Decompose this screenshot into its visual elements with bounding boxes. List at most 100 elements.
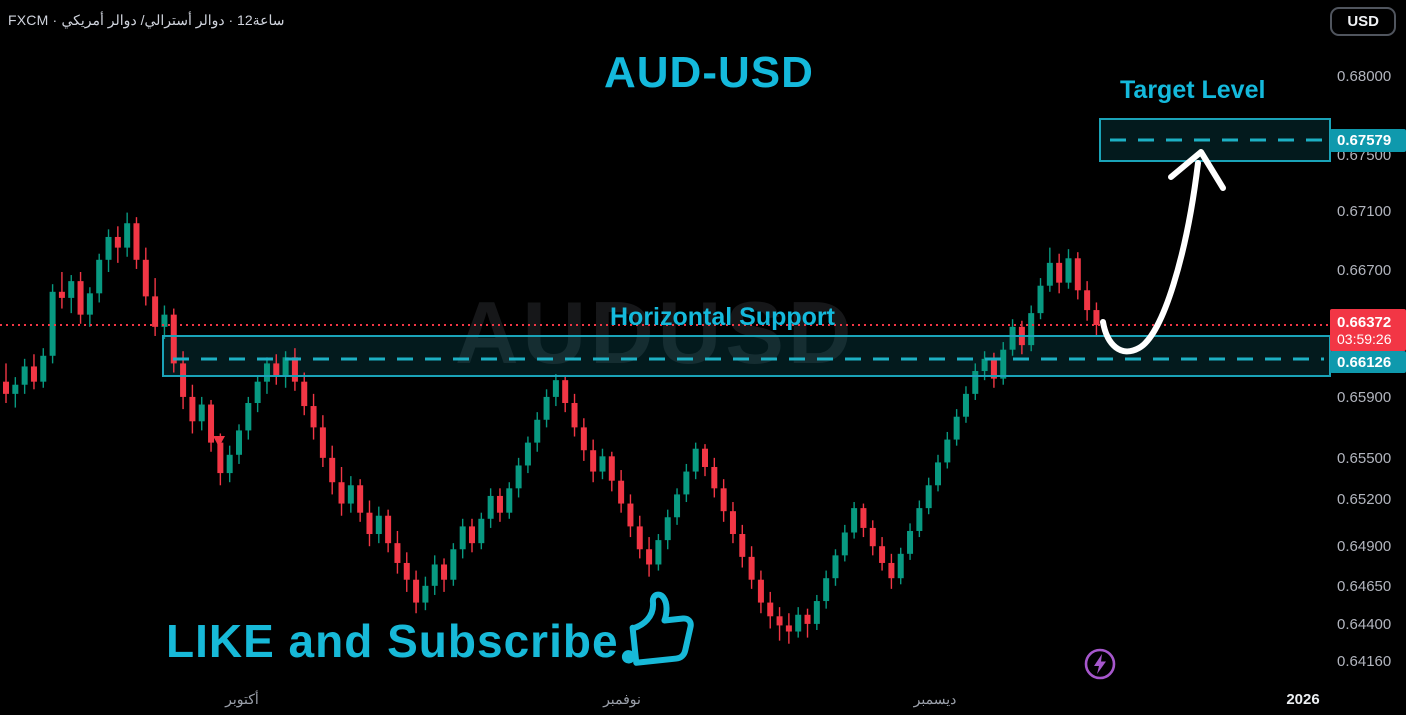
last-price-badge: 0.66372 03:59:26: [1330, 309, 1406, 351]
boost-lightning-icon[interactable]: [1082, 646, 1118, 682]
candle: [869, 527, 876, 547]
candle: [459, 526, 466, 550]
thumb-knuckle-dot: [621, 650, 636, 664]
price-axis[interactable]: 0.68000 0.67500 0.67100 0.66700 0.65900 0.655…: [1330, 0, 1406, 688]
candle: [189, 396, 196, 422]
lightning-glyph: [1094, 654, 1106, 674]
candle: [338, 482, 345, 504]
candle: [1065, 258, 1072, 283]
candle: [198, 404, 205, 422]
candle: [590, 450, 597, 472]
candle: [1093, 310, 1100, 326]
candle: [925, 485, 932, 509]
level-price-badge: 0.67579: [1330, 129, 1406, 152]
candle: [953, 416, 960, 440]
candle: [68, 281, 75, 298]
price-tick: 0.64160: [1337, 653, 1392, 670]
candle: [487, 495, 494, 519]
candle: [49, 291, 56, 356]
candle: [990, 358, 997, 379]
target-level-label: Target Level: [1120, 76, 1266, 104]
candle: [888, 562, 895, 579]
candle: [795, 614, 802, 632]
candle: [757, 579, 764, 603]
candle: [981, 358, 988, 372]
candle: [1056, 262, 1063, 283]
time-label[interactable]: 2026: [1286, 691, 1320, 708]
candle: [208, 404, 215, 443]
candle: [515, 465, 522, 489]
candle: [40, 355, 47, 382]
price-tick: 0.68000: [1337, 68, 1392, 85]
candle: [571, 403, 578, 428]
candle: [375, 515, 382, 535]
candle: [301, 381, 308, 407]
candle: [142, 259, 149, 297]
price-tick: 0.64650: [1337, 578, 1392, 595]
candle: [441, 564, 448, 580]
thumbs-up-icon: [621, 591, 694, 666]
candle: [170, 314, 177, 364]
candle: [254, 381, 261, 404]
time-label[interactable]: أكتوبر: [225, 691, 259, 707]
candle: [366, 512, 373, 535]
time-axis[interactable]: أكتوبر نوفمبر ديسمبر 2026: [0, 688, 1406, 715]
candle: [636, 526, 643, 550]
candle: [627, 503, 634, 527]
candle: [1084, 290, 1091, 311]
candle: [739, 534, 746, 557]
candle: [478, 518, 485, 544]
candle: [450, 549, 457, 580]
candle: [431, 564, 438, 586]
candle: [226, 454, 233, 474]
candle: [1000, 349, 1007, 379]
candle: [291, 357, 298, 382]
candle: [30, 366, 37, 382]
time-label[interactable]: ديسمبر: [913, 691, 957, 707]
candle: [3, 381, 9, 394]
candle: [534, 419, 541, 443]
price-tick: 0.66700: [1337, 262, 1392, 279]
candle: [851, 508, 858, 533]
projection-arrowhead: [1168, 149, 1226, 191]
candle: [552, 380, 559, 397]
candle: [263, 363, 270, 382]
candle: [506, 488, 513, 513]
candle: [935, 462, 941, 486]
time-label[interactable]: نوفمبر: [603, 691, 641, 707]
target-zone-fill: [1100, 119, 1330, 161]
candle: [385, 515, 392, 544]
candle: [879, 546, 886, 563]
candle: [114, 236, 121, 248]
candle: [664, 517, 671, 541]
candle: [608, 456, 615, 481]
candle: [403, 562, 410, 580]
candle: [646, 549, 653, 565]
candle: [599, 456, 606, 472]
candle: [524, 442, 531, 466]
candle: [413, 579, 420, 603]
candle: [1037, 285, 1044, 314]
candle: [944, 439, 951, 463]
level-price-badge: 0.66126: [1330, 351, 1406, 373]
symbol-header[interactable]: FXCM · يكيرمأ رلاود /يلارتسأ رلاود · 12ة…: [8, 12, 285, 28]
candle: [562, 380, 569, 404]
like-subscribe-text: LIKE and Subscribe: [166, 615, 619, 667]
candle: [729, 511, 736, 535]
projection-arrow: [1100, 160, 1201, 355]
candle: [21, 366, 28, 385]
candle: [245, 403, 252, 431]
price-tick: 0.65200: [1337, 491, 1392, 508]
down-marker-icon: [213, 436, 225, 447]
candle: [897, 553, 904, 579]
candle: [282, 357, 289, 376]
currency-button[interactable]: USD: [1330, 7, 1396, 36]
candle: [1046, 262, 1053, 286]
candle: [105, 236, 112, 260]
candle: [785, 625, 792, 632]
candle: [124, 223, 131, 248]
candle: [683, 471, 690, 495]
price-tick: 0.64400: [1337, 616, 1392, 633]
candle: [58, 291, 65, 298]
